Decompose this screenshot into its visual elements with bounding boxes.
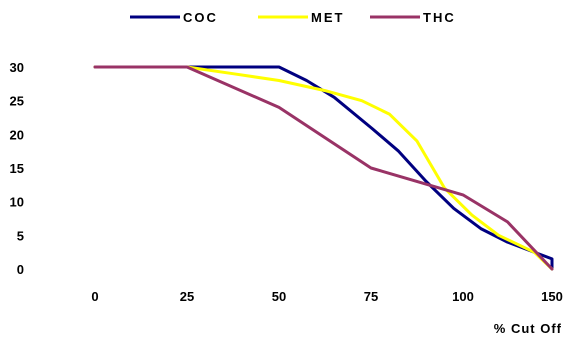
x-axis-label: % Cut Off: [494, 321, 562, 336]
y-axis-ticks: 0 5 10 15 20 25 30: [10, 60, 24, 277]
legend: COC MET THC: [130, 10, 456, 25]
x-tick-label: 50: [272, 289, 286, 304]
legend-label-met: MET: [311, 10, 344, 25]
y-tick-label: 20: [10, 127, 24, 142]
y-tick-label: 25: [10, 94, 24, 109]
x-axis-ticks: 0 25 50 75 100 150: [91, 289, 562, 304]
series-line-thc: [93, 65, 554, 271]
x-tick-label: 150: [541, 289, 563, 304]
y-tick-label: 0: [17, 262, 24, 277]
x-tick-label: 100: [452, 289, 474, 304]
y-tick-label: 10: [10, 195, 24, 210]
y-tick-label: 15: [10, 161, 24, 176]
x-tick-label: 25: [180, 289, 194, 304]
x-tick-label: 0: [91, 289, 98, 304]
y-tick-label: 30: [10, 60, 24, 75]
x-tick-label: 75: [364, 289, 378, 304]
legend-label-coc: COC: [183, 10, 218, 25]
series-line-met: [93, 65, 554, 271]
series-lines: [93, 65, 554, 271]
legend-label-thc: THC: [423, 10, 456, 25]
series-line-coc: [93, 65, 554, 271]
y-tick-label: 5: [17, 228, 24, 243]
